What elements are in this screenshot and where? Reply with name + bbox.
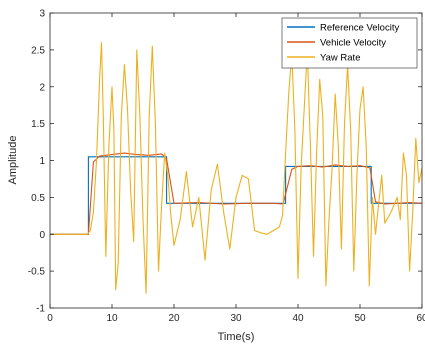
- y-axis: -1 -0.5 0 0.5 1 1.5 2 2.5 3: [28, 9, 422, 315]
- legend: Reference Velocity Vehicle Velocity Yaw Ra…: [281, 17, 418, 69]
- series-line-2: [50, 41, 422, 294]
- y-tick-label: 0.5: [31, 193, 45, 204]
- y-tick-label: -1: [36, 304, 45, 315]
- legend-entry: Reference Velocity: [320, 23, 399, 34]
- y-tick-label: 2: [39, 82, 45, 93]
- x-tick-label: 10: [106, 313, 118, 324]
- y-axis-label: Amplitude: [7, 136, 19, 185]
- y-tick-label: 3: [39, 9, 45, 20]
- y-tick-label: 1.5: [31, 119, 45, 130]
- y-tick-label: 2.5: [31, 45, 45, 56]
- x-tick-label: 40: [292, 313, 304, 324]
- y-tick-label: 1: [39, 156, 45, 167]
- x-axis-label: Time(s): [218, 331, 255, 343]
- x-tick-label: 30: [230, 313, 242, 324]
- y-tick-label: -0.5: [28, 267, 46, 278]
- legend-entry: Yaw Rate: [320, 53, 360, 64]
- legend-entry: Vehicle Velocity: [320, 38, 386, 49]
- x-axis: 0 10 20 30 40 50 60: [47, 13, 425, 324]
- series-line-0: [50, 156, 422, 235]
- x-tick-label: 50: [354, 313, 366, 324]
- x-tick-label: 60: [416, 313, 425, 324]
- x-tick-label: 20: [168, 313, 180, 324]
- x-tick-label: 0: [47, 313, 53, 324]
- series-layer: [50, 41, 422, 294]
- y-tick-label: 0: [39, 230, 45, 241]
